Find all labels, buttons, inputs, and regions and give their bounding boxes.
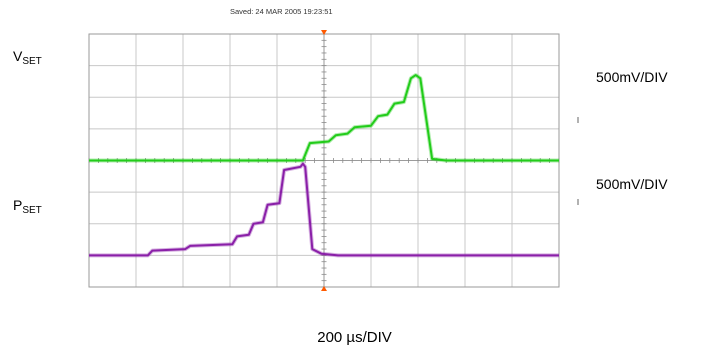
pset-label-main: P — [13, 197, 23, 213]
saved-timestamp: Saved: 24 MAR 2005 19:23:51 — [230, 7, 333, 16]
vset-scale-label: 500mV/DIV — [596, 69, 668, 85]
traces — [89, 73, 559, 258]
trigger-marker-top — [321, 30, 327, 35]
markers — [321, 30, 579, 291]
pset-label: PSET — [13, 198, 42, 216]
vset-label: VSET — [13, 49, 42, 67]
vset-label-sub: SET — [22, 56, 42, 67]
trigger-marker-bottom — [321, 286, 327, 291]
time-scale-label: 200 µs/DIV — [317, 329, 392, 346]
pset-label-sub: SET — [22, 205, 42, 216]
pset-scale-label: 500mV/DIV — [596, 176, 668, 192]
vset-trace — [89, 74, 559, 162]
pset-trace — [89, 162, 559, 257]
vset-label-main: V — [13, 48, 23, 64]
